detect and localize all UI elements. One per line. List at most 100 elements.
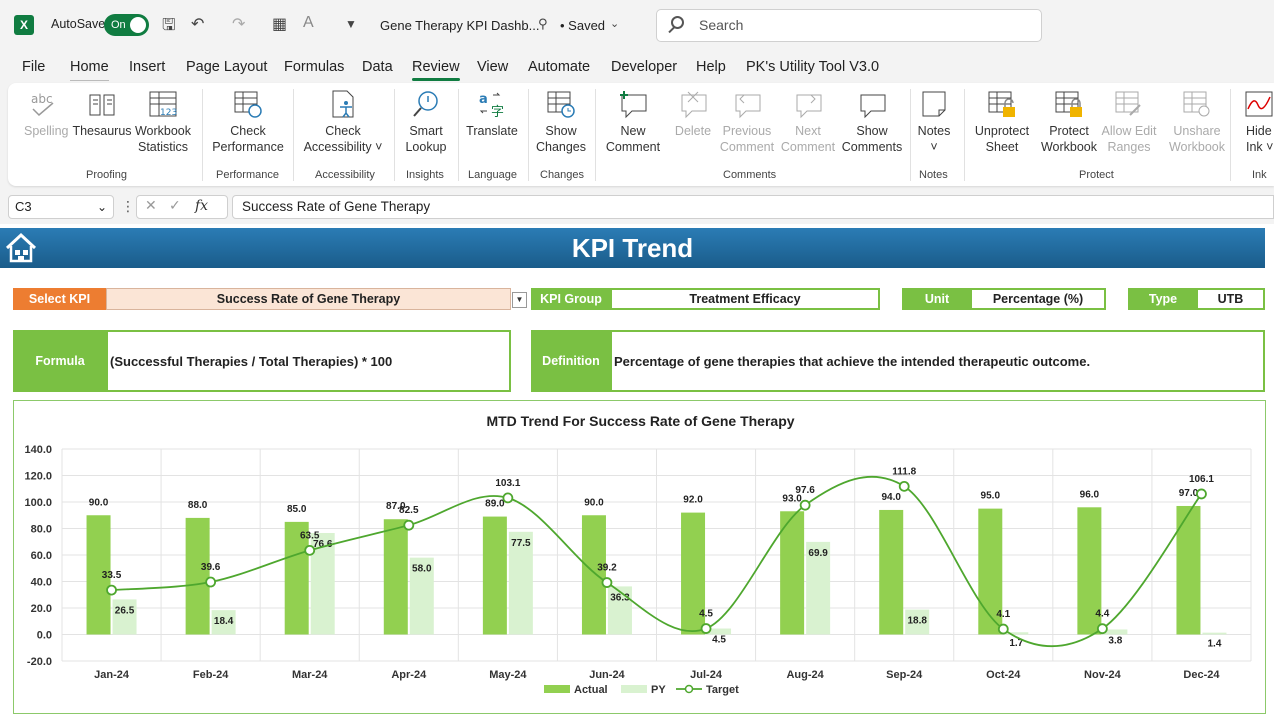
allow-edit-ranges-button[interactable]: Allow Edit Ranges <box>1098 89 1160 155</box>
insert-function-icon[interactable]: fx <box>195 198 209 214</box>
target-point <box>205 576 217 588</box>
y-tick-label: 60.0 <box>31 550 52 562</box>
show-comments-icon <box>857 89 887 119</box>
enter-icon[interactable]: ✓ <box>169 197 181 213</box>
unit-label: Unit <box>902 288 972 310</box>
ribbon-separator <box>964 89 965 181</box>
ribbon-separator <box>202 89 203 181</box>
smart-lookup-button[interactable]: Smart Lookup <box>401 89 451 155</box>
banner <box>0 228 1265 268</box>
chevron-down-icon[interactable]: ⌄ <box>610 18 620 30</box>
menu-developer[interactable]: Developer <box>611 59 678 75</box>
check-performance-button[interactable]: Check Performance <box>210 89 286 155</box>
unshare-workbook-button[interactable]: Unshare Workbook <box>1164 89 1230 155</box>
legend-label-actual: Actual <box>574 684 608 696</box>
workbook-statistics-icon: 123 <box>148 89 178 119</box>
data-label-target: 4.1 <box>996 609 1010 620</box>
target-point <box>304 544 316 556</box>
menu-insert[interactable]: Insert <box>129 59 166 75</box>
formula-input[interactable]: Success Rate of Gene Therapy <box>232 195 1274 219</box>
x-tick-label: Apr-24 <box>391 669 427 681</box>
menu-view[interactable]: View <box>477 59 509 75</box>
protect-workbook-button[interactable]: Protect Workbook <box>1038 89 1100 155</box>
menu-review[interactable]: Review <box>412 59 460 81</box>
select-kpi-dropdown[interactable]: Success Rate of Gene Therapy <box>106 288 511 310</box>
menu-pks-utility-tool[interactable]: PK's Utility Tool V3.0 <box>746 59 880 75</box>
group-label-accessibility: Accessibility <box>315 169 375 181</box>
menu-page-layout[interactable]: Page Layout <box>186 59 268 75</box>
delete-comment-button[interactable]: Delete <box>670 89 716 139</box>
show-comments-button[interactable]: Show Comments <box>840 89 904 155</box>
definition-label: Definition <box>531 330 611 392</box>
unprotect-sheet-icon <box>987 89 1017 119</box>
search-input[interactable]: Search <box>656 9 1042 42</box>
customize-toolbar-icon[interactable]: ▼ <box>345 17 357 31</box>
menu-bar: File Home Insert Page Layout Formulas Da… <box>0 52 1274 82</box>
previous-comment-button[interactable]: Previous Comment <box>716 89 778 155</box>
x-tick-label: Sep-24 <box>886 669 923 681</box>
bar-actual <box>482 516 507 635</box>
x-tick-label: Jan-24 <box>94 669 130 681</box>
kpi-group-label: KPI Group <box>531 288 611 310</box>
dropdown-arrow-icon[interactable]: ▼ <box>512 292 527 308</box>
chart-area[interactable]: MTD Trend For Success Rate of Gene Thera… <box>13 400 1266 714</box>
data-label-target: 111.8 <box>892 466 916 477</box>
menu-home[interactable]: Home <box>70 59 109 81</box>
data-label-target: 97.6 <box>795 485 815 496</box>
legend-marker-target <box>684 684 694 694</box>
data-label-actual: 97.0 <box>1179 488 1199 499</box>
show-changes-button[interactable]: Show Changes <box>534 89 588 155</box>
thesaurus-button[interactable]: Thesaurus <box>72 89 132 139</box>
hide-ink-button[interactable]: Hide Ink ˅ <box>1240 89 1274 155</box>
bar-py <box>806 541 831 635</box>
chevron-down-icon: ⌄ <box>96 200 107 214</box>
notes-button[interactable]: Notes ˅ <box>914 89 954 155</box>
menu-file[interactable]: File <box>22 59 46 75</box>
y-tick-label: 40.0 <box>31 577 52 589</box>
name-box[interactable]: C3 ⌄ <box>8 195 114 219</box>
workbook-statistics-button[interactable]: 123 Workbook Statistics <box>132 89 194 155</box>
group-label-comments: Comments <box>723 169 777 181</box>
bar-py <box>905 609 930 635</box>
spelling-button[interactable]: abc Spelling <box>24 89 68 139</box>
borders-icon[interactable]: ▦ <box>272 16 288 33</box>
y-tick-label: -20.0 <box>27 656 52 668</box>
data-label-target: 33.5 <box>102 570 122 581</box>
autosave-toggle[interactable]: On <box>104 14 149 36</box>
ribbon: abc Spelling Thesaurus 123 Workbook Stati… <box>8 83 1274 186</box>
y-tick-label: 140.0 <box>24 444 52 456</box>
undo-icon[interactable]: ↶ <box>191 16 205 33</box>
home-icon[interactable] <box>4 232 38 264</box>
menu-help[interactable]: Help <box>696 59 726 75</box>
target-point <box>700 623 712 634</box>
legend-label-target: Target <box>706 684 739 696</box>
save-icon[interactable]: 🖫 <box>162 17 176 34</box>
next-comment-icon <box>793 89 823 119</box>
search-icon <box>671 16 684 29</box>
more-options-icon[interactable]: ⋮ <box>121 198 135 214</box>
group-label-notes: Notes <box>919 169 948 181</box>
unprotect-sheet-button[interactable]: Unprotect Sheet <box>970 89 1034 155</box>
new-comment-button[interactable]: New Comment <box>602 89 664 155</box>
document-title[interactable]: Gene Therapy KPI Dashb... <box>380 18 540 33</box>
smart-lookup-icon <box>411 89 441 119</box>
saved-status[interactable]: • Saved <box>560 18 606 33</box>
check-accessibility-button[interactable]: Check Accessibility ˅ <box>300 89 386 155</box>
menu-formulas[interactable]: Formulas <box>284 59 345 75</box>
next-comment-button[interactable]: Next Comment <box>778 89 838 155</box>
font-color-icon[interactable]: A <box>303 14 314 31</box>
bar-actual <box>383 519 408 635</box>
previous-comment-icon <box>732 89 762 119</box>
x-tick-label: Jul-24 <box>690 669 723 681</box>
menu-automate[interactable]: Automate <box>528 59 591 75</box>
data-label-py: 18.4 <box>214 616 234 627</box>
type-value: UTB <box>1196 288 1265 310</box>
cancel-icon[interactable]: ✕ <box>145 197 157 213</box>
autosave-label: AutoSave <box>51 17 106 31</box>
menu-data[interactable]: Data <box>362 59 393 75</box>
ribbon-separator <box>293 89 294 181</box>
thesaurus-icon <box>87 89 117 119</box>
redo-icon[interactable]: ↷ <box>232 16 246 33</box>
group-label-insights: Insights <box>406 169 444 181</box>
